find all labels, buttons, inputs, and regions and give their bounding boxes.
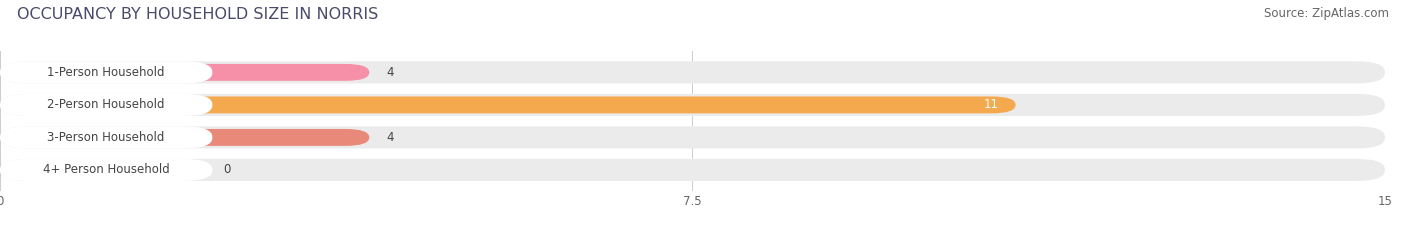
Text: OCCUPANCY BY HOUSEHOLD SIZE IN NORRIS: OCCUPANCY BY HOUSEHOLD SIZE IN NORRIS bbox=[17, 7, 378, 22]
FancyBboxPatch shape bbox=[0, 126, 1385, 148]
Text: 2-Person Household: 2-Person Household bbox=[48, 98, 165, 111]
Text: 4: 4 bbox=[385, 131, 394, 144]
Text: 11: 11 bbox=[984, 98, 1000, 111]
Text: 4+ Person Household: 4+ Person Household bbox=[42, 163, 170, 176]
Text: 4: 4 bbox=[385, 66, 394, 79]
FancyBboxPatch shape bbox=[0, 64, 370, 81]
FancyBboxPatch shape bbox=[0, 126, 212, 148]
FancyBboxPatch shape bbox=[0, 159, 212, 181]
Text: Source: ZipAtlas.com: Source: ZipAtlas.com bbox=[1264, 7, 1389, 20]
Text: 3-Person Household: 3-Person Household bbox=[48, 131, 165, 144]
FancyBboxPatch shape bbox=[0, 61, 1385, 83]
FancyBboxPatch shape bbox=[0, 61, 212, 83]
FancyBboxPatch shape bbox=[0, 94, 1385, 116]
FancyBboxPatch shape bbox=[0, 129, 370, 146]
FancyBboxPatch shape bbox=[0, 96, 1015, 113]
FancyBboxPatch shape bbox=[0, 159, 1385, 181]
Text: 1-Person Household: 1-Person Household bbox=[48, 66, 165, 79]
Text: 0: 0 bbox=[224, 163, 231, 176]
FancyBboxPatch shape bbox=[0, 94, 212, 116]
